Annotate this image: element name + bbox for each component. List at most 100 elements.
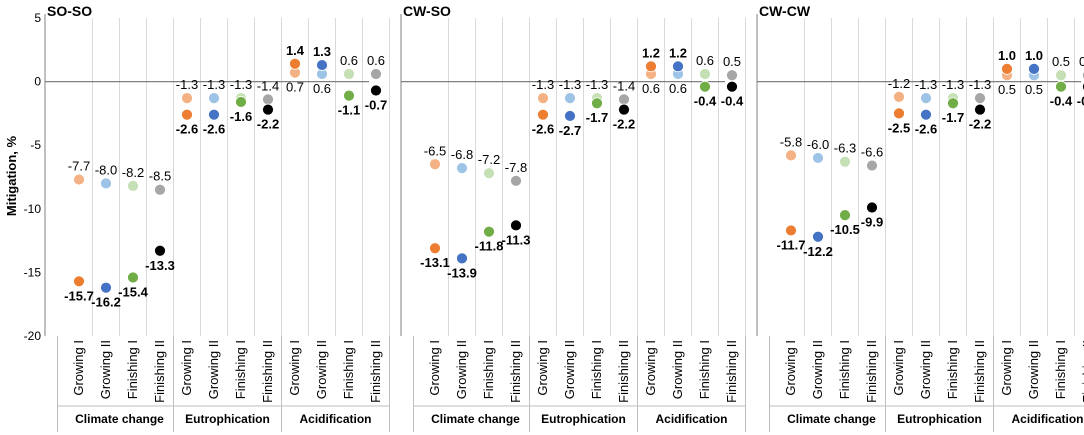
data-label-light: -7.8 <box>505 160 527 175</box>
x-tick-label: Finishing I <box>125 340 140 399</box>
category-label: Acidification <box>1011 412 1083 426</box>
point-dark <box>726 80 738 93</box>
data-label-light: 0.6 <box>367 53 385 68</box>
point-dark <box>785 224 797 237</box>
point-dark <box>343 89 355 102</box>
point-light <box>456 162 468 174</box>
point-dark <box>699 80 711 93</box>
x-tick-label: Growing II <box>670 340 685 399</box>
data-label-light: 0.6 <box>340 53 358 68</box>
point-dark <box>947 97 959 110</box>
x-tick-label: Growing I <box>783 340 798 396</box>
point-dark <box>262 103 274 116</box>
data-label-dark: -1.1 <box>338 103 360 118</box>
data-label-light: -8.0 <box>95 162 117 177</box>
data-label-dark: -2.6 <box>532 122 554 137</box>
point-dark <box>456 252 468 265</box>
data-label-dark: 1.2 <box>642 45 660 60</box>
point-light <box>510 174 522 187</box>
data-label-light: -8.5 <box>149 169 171 184</box>
x-tick-label: Finishing II <box>508 340 523 403</box>
data-label-light: -1.3 <box>915 77 937 92</box>
point-light <box>483 167 495 180</box>
x-tick-label: Growing I <box>535 340 550 396</box>
point-light <box>785 149 797 162</box>
data-label-light: -1.3 <box>230 77 252 92</box>
point-light <box>920 92 932 105</box>
x-tick-label: Growing II <box>810 340 825 399</box>
x-tick-label: Growing I <box>427 340 442 396</box>
data-label-light: -6.5 <box>424 143 446 158</box>
data-label-dark: -0.4 <box>694 94 717 109</box>
data-label-dark: -2.6 <box>176 122 198 137</box>
data-label-dark: -2.5 <box>888 120 910 135</box>
data-label-dark: 1.0 <box>1025 48 1043 63</box>
point-dark <box>1055 80 1067 93</box>
panel-title: CW-CW <box>759 3 811 19</box>
data-label-light: -1.3 <box>942 77 964 92</box>
point-light <box>127 180 139 192</box>
data-label-dark: -15.7 <box>64 288 94 303</box>
data-label-dark: -12.2 <box>803 244 833 259</box>
data-points <box>73 57 1084 294</box>
y-tick-label: -15 <box>24 265 42 279</box>
point-dark <box>235 96 247 108</box>
category-label: Eutrophication <box>185 412 270 426</box>
point-dark <box>127 271 139 284</box>
point-dark <box>73 275 85 288</box>
data-label-dark: -13.9 <box>447 265 477 280</box>
x-tick-label: Finishing I <box>233 340 248 399</box>
category-label: Climate change <box>787 412 876 426</box>
x-tick-label: Growing I <box>999 340 1014 396</box>
data-label-light: -1.2 <box>888 76 910 91</box>
data-label-light: -1.3 <box>559 77 581 92</box>
panel-title: CW-SO <box>403 3 451 19</box>
x-tick-label: Finishing II <box>616 340 631 403</box>
data-label-dark: -1.7 <box>942 110 964 125</box>
x-tick-label: Finishing I <box>589 340 604 399</box>
x-tick-label: Growing II <box>98 340 113 399</box>
data-label-light: -6.6 <box>861 145 883 160</box>
data-label-dark: -15.4 <box>118 284 148 299</box>
point-light <box>812 152 824 164</box>
point-light <box>154 183 166 196</box>
point-dark <box>370 84 382 97</box>
x-tick-label: Growing II <box>918 340 933 399</box>
point-dark <box>591 97 603 110</box>
point-dark <box>564 110 576 122</box>
point-dark <box>181 108 193 121</box>
category-label: Eutrophication <box>541 412 626 426</box>
data-label-light: -7.2 <box>478 152 500 167</box>
data-labels: -7.7 -15.7 -8.0 -16.2 -8.2 -15.4 -8.5 -13.3 -1.3… <box>64 43 1084 310</box>
point-dark <box>1028 62 1040 75</box>
point-light <box>537 92 549 105</box>
y-tick-label: 5 <box>34 11 41 25</box>
point-light <box>618 93 630 106</box>
point-dark <box>672 60 684 73</box>
panel-title: SO-SO <box>47 3 92 19</box>
data-label-light: -5.8 <box>780 134 802 149</box>
y-tick-label: -10 <box>24 202 42 216</box>
x-tick-label: Growing II <box>562 340 577 399</box>
data-label-light: 0.6 <box>642 81 660 96</box>
point-light <box>699 68 711 80</box>
x-tick-label: Growing II <box>454 340 469 399</box>
data-label-dark: -0.7 <box>365 98 387 113</box>
x-tick-label: Growing II <box>314 340 329 399</box>
data-label-dark: -0.4 <box>1077 94 1084 109</box>
data-label-dark: 1.2 <box>669 45 687 60</box>
axes: 5 0 -5 -10 -15 -20 SO-SO CW-SO CW-CW <box>24 3 1081 343</box>
x-tick-label: Growing I <box>891 340 906 396</box>
y-axis-label: Mitigation, % <box>4 135 19 216</box>
data-label-dark: -11.3 <box>502 232 531 247</box>
x-tick-label: Finishing I <box>481 340 496 399</box>
data-label-dark: -0.4 <box>1050 94 1073 109</box>
x-tick-label: Finishing II <box>724 340 739 403</box>
point-dark <box>429 242 441 255</box>
x-tick-label: Finishing I <box>341 340 356 399</box>
point-dark <box>1001 62 1013 75</box>
point-dark <box>812 230 824 243</box>
y-tick-label: 0 <box>34 75 41 89</box>
point-dark <box>893 107 905 120</box>
